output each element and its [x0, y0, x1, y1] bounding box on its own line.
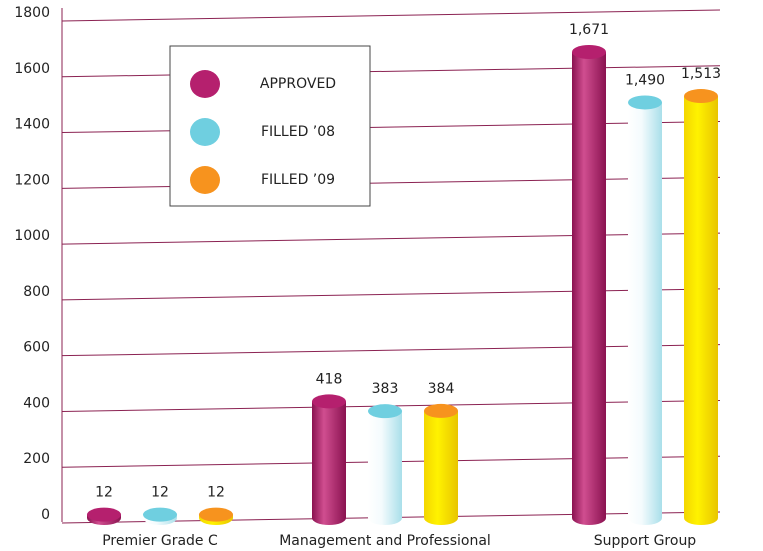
grid-line: [61, 344, 721, 357]
bar-top: [572, 44, 606, 59]
bar: [143, 507, 177, 525]
value-label: 384: [428, 381, 455, 397]
y-tick-label: 1800: [14, 5, 50, 21]
bar-top: [628, 95, 662, 110]
value-label: 383: [372, 381, 399, 397]
bar-body: [368, 411, 402, 518]
y-tick-label: 1400: [14, 117, 50, 133]
bar-body: [424, 410, 458, 518]
legend-swatch: [190, 118, 220, 146]
grid-line: [61, 232, 721, 245]
bar-top: [368, 404, 402, 419]
y-tick-label: 1200: [14, 172, 50, 188]
bar-body: [628, 102, 662, 518]
bar: [572, 44, 606, 525]
grid-line: [61, 9, 721, 22]
y-tick-label: 400: [23, 395, 50, 411]
bar-top: [684, 89, 718, 104]
grid-line: [61, 121, 721, 134]
bar: [368, 404, 402, 525]
legend-swatch: [190, 166, 220, 194]
value-label: 12: [151, 485, 169, 501]
value-label: 1,490: [625, 72, 665, 88]
legend-label: APPROVED: [260, 76, 336, 92]
bar: [312, 394, 346, 525]
legend-swatch: [190, 70, 220, 98]
bar: [684, 89, 718, 525]
value-label: 1,671: [569, 22, 609, 38]
bar: [199, 507, 233, 525]
bar-top: [312, 394, 346, 409]
bar: [628, 95, 662, 525]
y-tick-label: 800: [23, 284, 50, 300]
plot: [61, 9, 721, 525]
y-tick-label: 0: [41, 507, 50, 523]
x-tick-label: Premier Grade C: [102, 533, 218, 549]
x-tick-label: Management and Professional: [279, 533, 491, 549]
grid-line: [61, 176, 721, 189]
bar-top: [424, 403, 458, 418]
grid-line: [61, 288, 721, 301]
bar: [424, 403, 458, 525]
bar-top: [199, 507, 233, 522]
x-tick-label: Support Group: [594, 533, 697, 549]
bar-body: [684, 96, 718, 519]
value-label: 12: [207, 485, 225, 501]
y-tick-label: 1600: [14, 61, 50, 77]
y-tick-label: 1000: [14, 228, 50, 244]
value-label: 12: [95, 485, 113, 501]
y-tick-label: 200: [23, 451, 50, 467]
bar-top: [143, 507, 177, 522]
y-tick-label: 600: [23, 340, 50, 356]
value-label: 418: [316, 371, 343, 387]
bar-top: [87, 507, 121, 522]
bar-body: [312, 401, 346, 518]
legend-label: FILLED ’09: [261, 172, 335, 188]
bar: [87, 507, 121, 525]
value-label: 1,513: [681, 66, 721, 82]
grid-line: [61, 65, 721, 78]
legend-label: FILLED ’08: [261, 124, 335, 140]
bar-body: [572, 51, 606, 519]
